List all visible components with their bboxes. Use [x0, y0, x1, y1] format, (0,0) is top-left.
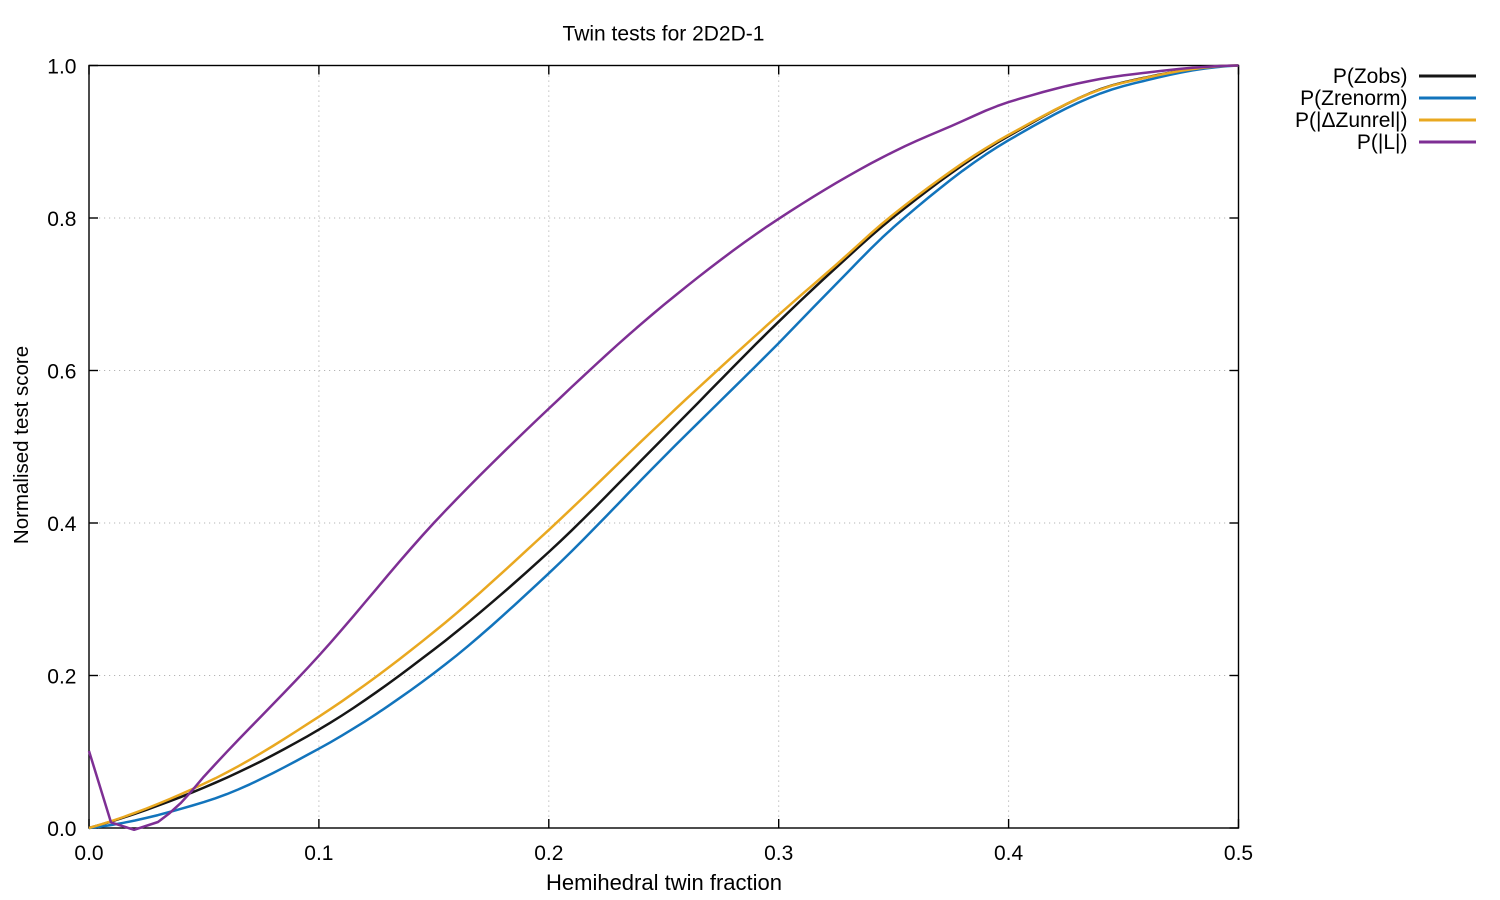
svg-text:P(|L|): P(|L|)	[1357, 131, 1408, 154]
svg-text:0.3: 0.3	[764, 842, 793, 865]
svg-text:0.1: 0.1	[304, 842, 333, 865]
svg-text:Twin tests for 2D2D-1: Twin tests for 2D2D-1	[563, 23, 765, 46]
svg-text:Hemihedral twin fraction: Hemihedral twin fraction	[546, 870, 782, 895]
svg-text:0.4: 0.4	[47, 513, 77, 536]
svg-text:0.5: 0.5	[1224, 842, 1253, 865]
svg-text:0.2: 0.2	[47, 666, 76, 689]
svg-text:0.2: 0.2	[534, 842, 563, 865]
svg-text:0.6: 0.6	[47, 361, 76, 384]
svg-text:0.4: 0.4	[994, 842, 1024, 865]
svg-text:P(Zobs): P(Zobs)	[1333, 65, 1408, 88]
svg-text:0.0: 0.0	[74, 842, 103, 865]
svg-text:0.0: 0.0	[47, 818, 76, 841]
svg-text:P(Zrenorm): P(Zrenorm)	[1300, 87, 1407, 110]
svg-text:0.8: 0.8	[47, 208, 76, 231]
svg-text:1.0: 1.0	[47, 56, 76, 79]
svg-text:Normalised test score: Normalised test score	[10, 346, 33, 544]
svg-text:P(|ΔZunrel|): P(|ΔZunrel|)	[1295, 109, 1407, 132]
